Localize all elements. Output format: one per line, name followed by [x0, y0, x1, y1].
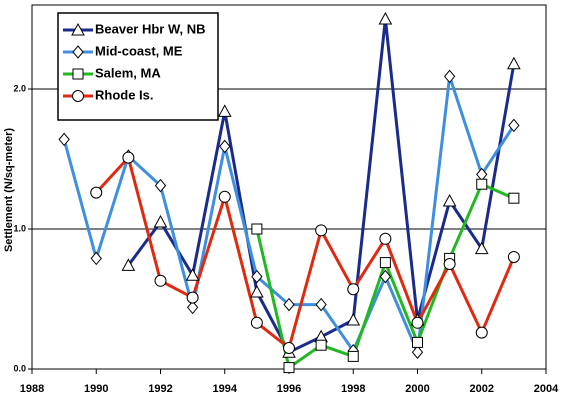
- marker: [72, 68, 84, 80]
- marker: [186, 291, 199, 304]
- marker: [153, 214, 168, 228]
- x-tick-label: 1992: [148, 383, 172, 395]
- marker: [283, 297, 295, 312]
- marker: [378, 11, 393, 25]
- marker: [218, 190, 231, 203]
- marker: [154, 274, 167, 287]
- marker: [347, 350, 359, 362]
- marker: [411, 345, 424, 359]
- marker: [122, 151, 135, 164]
- marker: [58, 132, 70, 147]
- legend-label: Rhode Is.: [95, 87, 154, 102]
- x-tick-label: 2002: [470, 383, 494, 395]
- marker: [442, 193, 457, 207]
- marker: [412, 336, 423, 348]
- marker: [186, 300, 199, 315]
- x-tick-label: 2000: [405, 383, 429, 395]
- marker: [185, 268, 200, 281]
- marker: [443, 258, 456, 270]
- legend-label: Mid-coast, ME: [95, 43, 183, 58]
- y-axis-title: Settlement (N/sq-meter): [3, 128, 15, 252]
- marker: [251, 223, 263, 235]
- marker: [315, 297, 327, 312]
- marker: [475, 326, 488, 339]
- marker: [154, 178, 167, 193]
- marker: [250, 284, 264, 298]
- marker: [476, 178, 488, 190]
- legend-label: Beaver Hbr W, NB: [95, 21, 206, 36]
- x-tick-label: 2004: [534, 383, 559, 395]
- marker: [508, 192, 520, 204]
- y-tick-label: 1.0: [13, 223, 26, 233]
- marker: [347, 283, 360, 296]
- marker: [283, 362, 295, 374]
- marker: [71, 22, 85, 36]
- y-tick-label: 0.0: [13, 363, 26, 373]
- marker: [507, 56, 521, 70]
- legend-label: Salem, MA: [95, 65, 161, 80]
- x-tick-label: 1994: [213, 383, 238, 395]
- marker: [379, 257, 391, 269]
- marker: [315, 224, 328, 237]
- marker: [474, 241, 489, 255]
- marker: [315, 339, 327, 351]
- marker: [217, 104, 232, 117]
- marker: [443, 69, 456, 84]
- marker: [346, 312, 361, 326]
- marker: [121, 258, 136, 271]
- x-tick-label: 1996: [277, 383, 301, 395]
- marker: [72, 45, 84, 59]
- series-line: [95, 156, 516, 350]
- x-tick-label: 1988: [20, 383, 44, 395]
- marker: [90, 186, 103, 199]
- marker: [251, 269, 263, 284]
- marker: [411, 316, 424, 329]
- marker: [250, 316, 263, 329]
- x-tick-label: 1998: [341, 383, 365, 395]
- marker: [219, 139, 231, 154]
- marker: [508, 118, 520, 133]
- marker: [379, 232, 392, 245]
- y-tick-label: 2.0: [13, 83, 26, 93]
- x-tick-label: 1990: [84, 383, 108, 395]
- marker: [379, 269, 392, 284]
- marker: [507, 251, 520, 263]
- marker: [90, 251, 102, 266]
- marker: [283, 342, 295, 354]
- marker: [72, 90, 84, 102]
